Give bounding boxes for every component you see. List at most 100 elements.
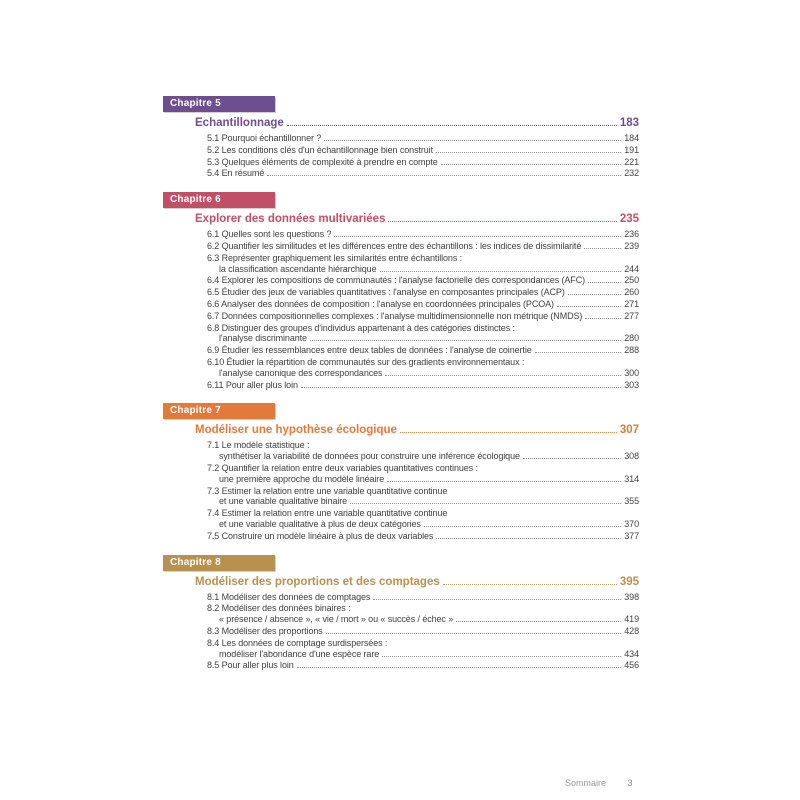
chapter-entries: 8.1 Modéliser des données de comptages 39…: [207, 592, 639, 672]
entry-text: 6.4 Explorer les compositions de communa…: [207, 275, 586, 286]
dot-leader: [325, 632, 622, 634]
entry-last-line: modéliser l'abondance d'une espèce rare 4…: [207, 649, 639, 660]
entry-first-line: 7.3 Estimer la relation entre une variab…: [207, 486, 639, 497]
entry-page-number: 314: [624, 473, 639, 484]
entry-page-number: 191: [624, 144, 639, 155]
entry-text: 5.2 Les conditions clés d'un échantillon…: [207, 144, 433, 155]
entry-last-line: l'analyse discriminante 280: [207, 333, 639, 344]
dot-leader: [399, 432, 617, 434]
entry-last-line: 5.4 En résumé 232: [207, 168, 639, 179]
entry-last-line: 6.9 Étudier les ressemblances entre deux…: [207, 345, 639, 356]
toc-entry: 6.10 Étudier la répartition de communaut…: [207, 357, 639, 379]
entry-text: 5.4 En résumé: [207, 168, 265, 179]
dot-leader: [334, 236, 622, 238]
toc-entry: 8.3 Modéliser des proportions 428: [207, 626, 639, 637]
entry-page-number: 271: [624, 298, 639, 309]
dot-leader: [309, 340, 622, 342]
entry-last-line: 7.5 Construire un modèle linéaire à plus…: [207, 531, 639, 542]
chapter-title-row: Modéliser une hypothèse écologique 307: [195, 424, 639, 437]
toc-entry: 5.4 En résumé 232: [207, 168, 639, 179]
entry-continuation-text: l'analyse discriminante: [219, 333, 307, 344]
entry-page-number: 456: [624, 660, 639, 671]
dot-leader: [584, 247, 622, 249]
entry-last-line: 8.5 Pour aller plus loin 456: [207, 660, 639, 671]
toc-entry: 5.3 Quelques éléments de complexité à pr…: [207, 157, 639, 168]
toc-entry: 6.9 Étudier les ressemblances entre deux…: [207, 345, 639, 356]
entry-page-number: 260: [624, 287, 639, 298]
entry-text: 6.8 Distinguer des groupes d'individus a…: [207, 322, 515, 333]
table-of-contents: Chapitre 5 Échantillonnage 183 5.1 Pourquoi…: [163, 96, 639, 684]
entry-last-line: une première approche du modèle linéaire…: [207, 474, 639, 485]
dot-leader: [440, 163, 622, 165]
entry-last-line: 6.6 Analyser des données de composition …: [207, 299, 639, 310]
entry-page-number: 221: [624, 156, 639, 167]
dot-leader: [534, 352, 622, 354]
chapter-badge: Chapitre 7: [163, 403, 275, 420]
dot-leader: [388, 221, 617, 223]
entry-last-line: 5.3 Quelques éléments de complexité à pr…: [207, 157, 639, 168]
chapter-page-number: 395: [619, 575, 639, 588]
chapter-entries: 6.1 Quelles sont les questions ? 236 6.2 Q…: [207, 229, 639, 390]
footer-page-number: 3: [627, 778, 633, 788]
entry-last-line: 6.2 Quantifier les similitudes et les di…: [207, 241, 639, 252]
entry-last-line: 6.5 Étudier des jeux de variables quanti…: [207, 287, 639, 298]
entry-text: 8.3 Modéliser des proportions: [207, 625, 323, 636]
entry-last-line: 8.1 Modéliser des données de comptages 39…: [207, 592, 639, 603]
entry-text: 5.1 Pourquoi échantillonner ?: [207, 133, 322, 143]
entry-first-line: 7.4 Estimer la relation entre une variab…: [207, 508, 639, 519]
entry-text: 7.5 Construire un modèle linéaire à plus…: [207, 530, 434, 541]
toc-entry: 6.6 Analyser des données de composition …: [207, 299, 639, 310]
dot-leader: [387, 480, 622, 482]
toc-entry: 7.2 Quantifier la relation entre deux va…: [207, 463, 639, 485]
entry-last-line: 8.3 Modéliser des proportions 428: [207, 626, 639, 637]
entry-page-number: 355: [624, 496, 639, 507]
entry-page-number: 244: [624, 263, 639, 274]
entry-continuation-text: une première approche du modèle linéaire: [219, 473, 385, 484]
toc-entry: 6.3 Représenter graphiquement les simila…: [207, 253, 639, 275]
entry-text: 7.2 Quantifier la relation entre deux va…: [207, 462, 478, 473]
dot-leader: [324, 140, 622, 141]
dot-leader: [567, 294, 622, 296]
entry-text: 6.10 Étudier la répartition de communaut…: [207, 356, 525, 367]
toc-entry: 6.7 Données compositionnelles complexes …: [207, 311, 639, 322]
toc-entry: 7.3 Estimer la relation entre une variab…: [207, 486, 639, 508]
entry-page-number: 280: [624, 333, 639, 344]
entry-last-line: la classification ascendante hiérarchiqu…: [207, 264, 639, 275]
entry-page-number: 232: [624, 168, 639, 179]
toc-entry: 8.2 Modéliser des données binaires : « pr…: [207, 603, 639, 625]
entry-page-number: 250: [624, 275, 639, 286]
chapter-entries: 7.1 Le modèle statistique : synthétiser l…: [207, 440, 639, 541]
toc-entry: 6.2 Quantifier les similitudes et les di…: [207, 241, 639, 252]
dot-leader: [382, 655, 622, 657]
entry-text: 7.4 Estimer la relation entre une variab…: [207, 508, 448, 519]
entry-text: 6.2 Quantifier les similitudes et les di…: [207, 240, 582, 251]
toc-entry: 8.4 Les données de comptage surdispersée…: [207, 638, 639, 660]
entry-first-line: 6.3 Représenter graphiquement les simila…: [207, 253, 639, 264]
toc-entry: 7.5 Construire un modèle linéaire à plus…: [207, 531, 639, 542]
entry-text: 6.3 Représenter graphiquement les simila…: [207, 252, 463, 263]
entry-text: 8.1 Modéliser des données de comptages: [207, 591, 371, 602]
entry-text: 5.3 Quelques éléments de complexité à pr…: [207, 156, 438, 167]
entry-last-line: 6.1 Quelles sont les questions ? 236: [207, 229, 639, 240]
entry-page-number: 370: [624, 518, 639, 529]
entry-last-line: l'analyse canonique des correspondances 3…: [207, 368, 639, 379]
entry-text: 6.7 Données compositionnelles complexes …: [207, 310, 583, 321]
chapter-section: Chapitre 8 Modéliser des proportions et d…: [163, 554, 639, 672]
entry-page-number: 288: [624, 345, 639, 356]
dot-leader: [350, 503, 622, 505]
entry-page-number: 434: [624, 648, 639, 659]
toc-entry: 8.5 Pour aller plus loin 456: [207, 660, 639, 671]
entry-first-line: 7.1 Le modèle statistique :: [207, 440, 639, 451]
toc-entry: 7.4 Estimer la relation entre une variab…: [207, 508, 639, 530]
dot-leader: [379, 270, 622, 272]
toc-entry: 5.2 Les conditions clés d'un échantillon…: [207, 145, 639, 156]
page-footer: Sommaire 3: [565, 778, 633, 788]
toc-entry: 6.8 Distinguer des groupes d'individus a…: [207, 323, 639, 345]
toc-entry: 6.11 Pour aller plus loin 303: [207, 380, 639, 391]
entry-page-number: 184: [624, 133, 639, 143]
entry-last-line: 6.4 Explorer les compositions de communa…: [207, 275, 639, 286]
entry-page-number: 239: [624, 240, 639, 251]
chapter-section: Chapitre 5 Échantillonnage 183 5.1 Pourquoi…: [163, 96, 639, 179]
toc-entry: 6.4 Explorer les compositions de communa…: [207, 275, 639, 286]
